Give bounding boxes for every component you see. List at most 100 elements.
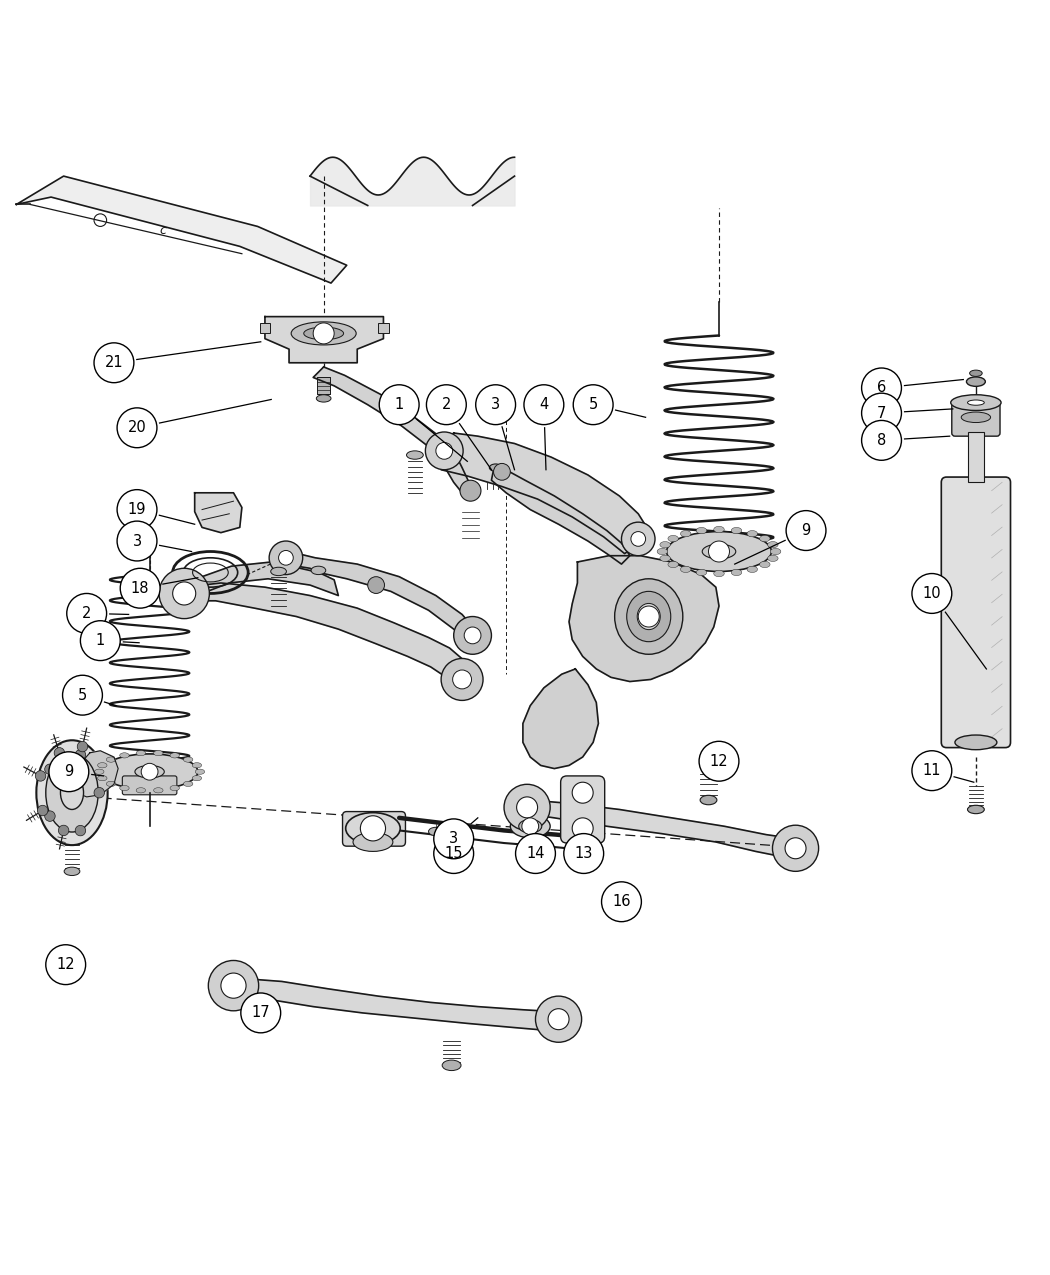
Circle shape: [441, 658, 483, 700]
Circle shape: [564, 834, 604, 873]
Text: 2: 2: [442, 398, 452, 412]
Ellipse shape: [519, 820, 542, 833]
Circle shape: [454, 617, 491, 654]
Circle shape: [536, 996, 582, 1042]
Ellipse shape: [768, 542, 778, 548]
Text: 1: 1: [395, 398, 404, 412]
Ellipse shape: [442, 1060, 461, 1071]
Ellipse shape: [966, 377, 985, 386]
Circle shape: [516, 834, 555, 873]
Text: 12: 12: [710, 754, 729, 769]
Ellipse shape: [120, 785, 129, 790]
Text: 3: 3: [491, 398, 500, 412]
Text: 8: 8: [877, 432, 886, 448]
Text: 5: 5: [589, 398, 597, 412]
Circle shape: [63, 676, 103, 715]
Ellipse shape: [967, 806, 984, 813]
Ellipse shape: [759, 536, 770, 542]
Circle shape: [59, 825, 69, 835]
Ellipse shape: [120, 752, 129, 759]
Circle shape: [573, 385, 613, 425]
Circle shape: [709, 541, 730, 562]
Circle shape: [49, 752, 89, 792]
Circle shape: [172, 581, 195, 606]
Ellipse shape: [192, 762, 202, 768]
Circle shape: [67, 593, 107, 634]
Polygon shape: [523, 799, 800, 858]
Ellipse shape: [759, 561, 770, 567]
Circle shape: [78, 741, 88, 752]
Circle shape: [436, 442, 453, 459]
Ellipse shape: [37, 741, 108, 845]
Ellipse shape: [714, 527, 724, 533]
Circle shape: [45, 764, 56, 774]
Text: 21: 21: [105, 356, 123, 370]
Ellipse shape: [680, 530, 691, 537]
Circle shape: [517, 797, 538, 817]
Ellipse shape: [950, 395, 1001, 411]
Circle shape: [460, 481, 481, 501]
Circle shape: [76, 750, 86, 760]
Ellipse shape: [747, 566, 757, 572]
Ellipse shape: [136, 751, 146, 756]
Text: 6: 6: [877, 380, 886, 395]
Circle shape: [94, 343, 133, 382]
Text: 9: 9: [801, 523, 811, 538]
Polygon shape: [265, 316, 383, 363]
Circle shape: [208, 960, 258, 1011]
Ellipse shape: [106, 782, 116, 787]
Ellipse shape: [94, 769, 104, 774]
Ellipse shape: [747, 530, 757, 537]
FancyBboxPatch shape: [123, 776, 176, 794]
Polygon shape: [569, 556, 719, 682]
Circle shape: [464, 627, 481, 644]
Text: 3: 3: [449, 831, 458, 847]
Text: 10: 10: [923, 586, 941, 601]
Ellipse shape: [696, 528, 707, 534]
Polygon shape: [77, 751, 119, 797]
Ellipse shape: [667, 532, 772, 571]
Ellipse shape: [98, 762, 107, 768]
Text: 1: 1: [96, 634, 105, 648]
FancyBboxPatch shape: [342, 812, 405, 847]
Ellipse shape: [64, 867, 80, 876]
Circle shape: [524, 385, 564, 425]
Ellipse shape: [153, 751, 163, 756]
Ellipse shape: [170, 752, 180, 759]
Circle shape: [434, 819, 474, 859]
Circle shape: [141, 764, 158, 780]
Circle shape: [313, 323, 334, 344]
Ellipse shape: [184, 757, 193, 762]
Ellipse shape: [291, 321, 356, 346]
Ellipse shape: [192, 775, 202, 780]
Ellipse shape: [153, 788, 163, 793]
Bar: [967, 432, 984, 482]
Circle shape: [360, 816, 385, 842]
Ellipse shape: [627, 592, 671, 641]
Circle shape: [118, 490, 156, 529]
Ellipse shape: [614, 579, 682, 654]
Circle shape: [602, 882, 642, 922]
Ellipse shape: [136, 788, 146, 793]
Circle shape: [269, 541, 302, 575]
Circle shape: [46, 945, 86, 984]
Text: 3: 3: [132, 533, 142, 548]
Bar: [317, 377, 330, 394]
FancyBboxPatch shape: [951, 403, 1000, 436]
Circle shape: [786, 510, 826, 551]
Ellipse shape: [771, 548, 781, 555]
Circle shape: [631, 532, 646, 546]
Ellipse shape: [714, 570, 724, 576]
Text: 20: 20: [128, 421, 146, 435]
Ellipse shape: [702, 544, 736, 558]
Circle shape: [912, 751, 951, 790]
Circle shape: [220, 973, 246, 998]
Circle shape: [862, 368, 902, 408]
FancyBboxPatch shape: [561, 776, 605, 843]
Polygon shape: [194, 493, 242, 533]
Circle shape: [426, 385, 466, 425]
Ellipse shape: [731, 528, 741, 534]
Ellipse shape: [102, 754, 197, 789]
Text: 5: 5: [78, 687, 87, 703]
Polygon shape: [17, 176, 346, 283]
